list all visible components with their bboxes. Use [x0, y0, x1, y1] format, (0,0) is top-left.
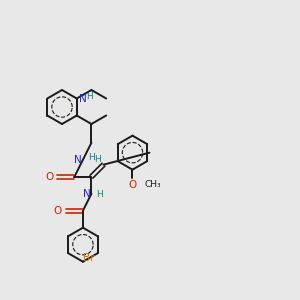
Text: H: H — [86, 92, 92, 101]
Text: Br: Br — [83, 253, 95, 263]
Text: O: O — [128, 180, 136, 190]
Text: N: N — [79, 94, 86, 103]
Text: CH₃: CH₃ — [145, 180, 161, 189]
Text: O: O — [54, 206, 62, 216]
Text: N: N — [74, 155, 82, 165]
Text: H: H — [88, 153, 95, 162]
Text: H: H — [96, 190, 103, 199]
Text: N: N — [83, 189, 90, 199]
Text: O: O — [45, 172, 53, 182]
Text: H: H — [94, 155, 100, 164]
